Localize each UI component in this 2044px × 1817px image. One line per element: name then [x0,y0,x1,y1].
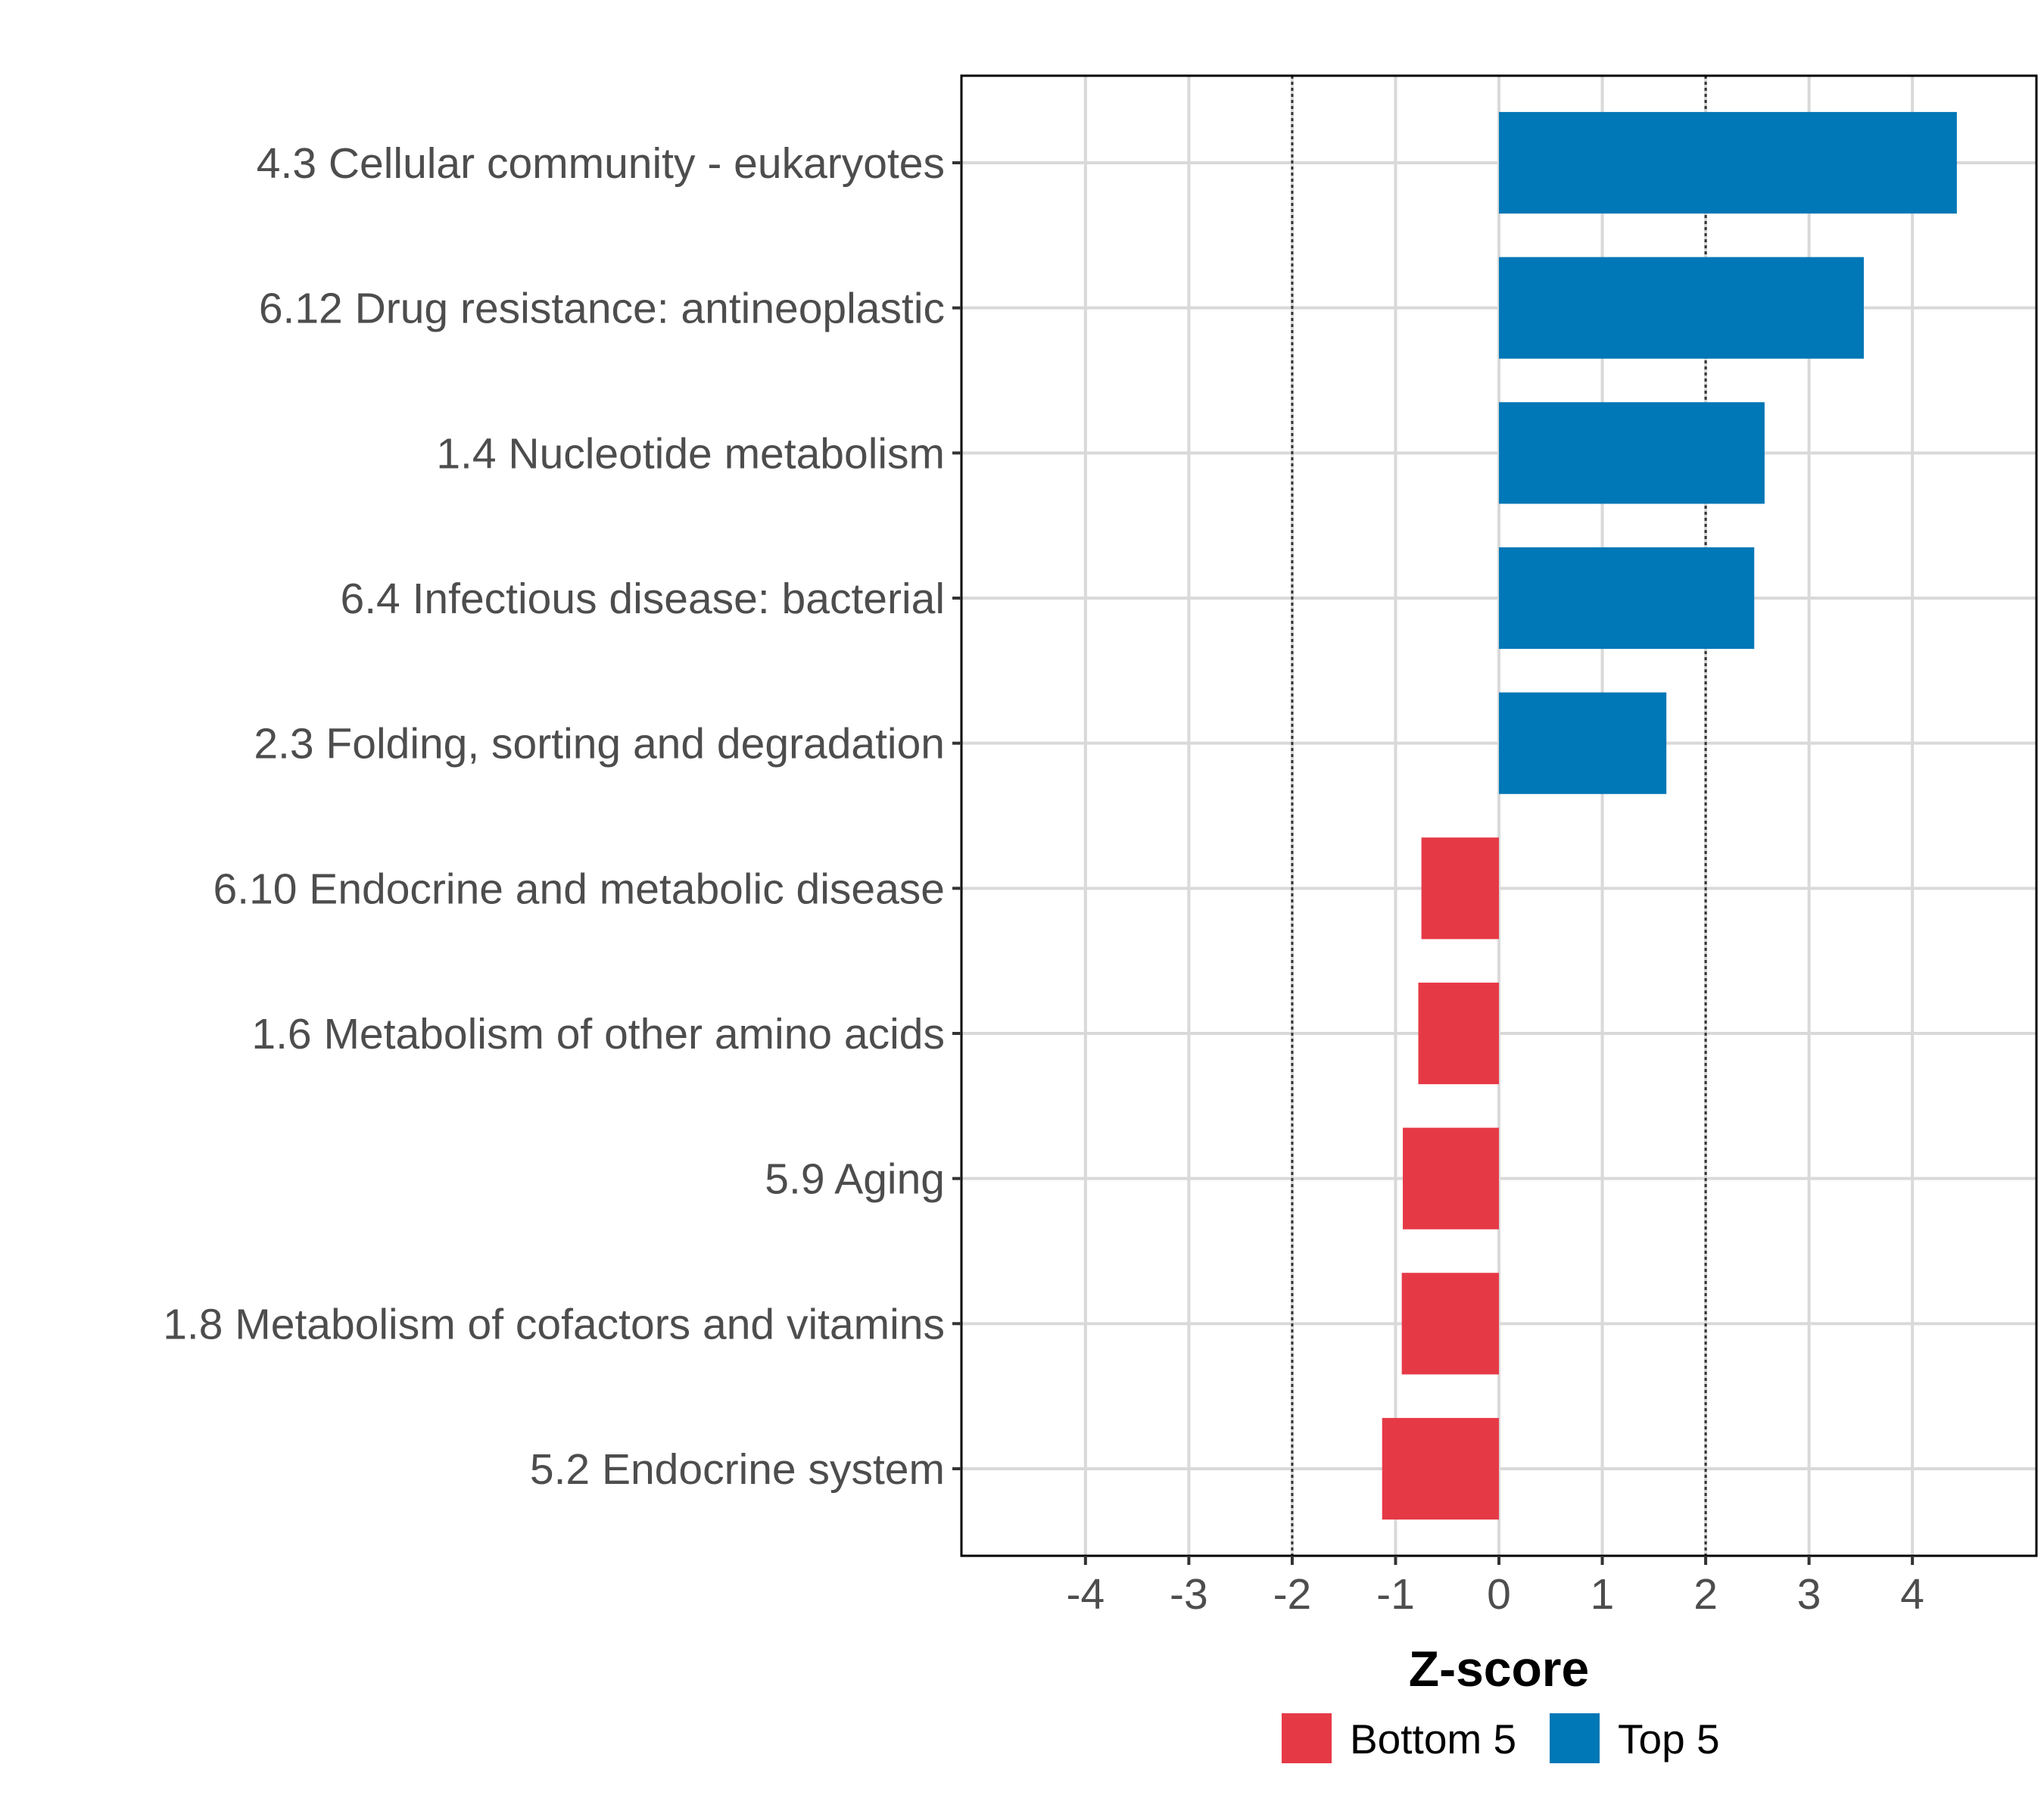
y-axis: 4.3 Cellular community - eukaryotes 6.12 … [163,139,961,1494]
x-tick-label: 3 [1797,1570,1821,1619]
bar [1499,692,1667,794]
x-tick-label: -4 [1067,1570,1105,1619]
y-tick-label: 6.4 Infectious disease: bacterial [341,575,945,623]
legend-label: Bottom 5 [1350,1716,1516,1762]
legend-label: Top 5 [1618,1716,1720,1762]
bar [1499,257,1864,359]
y-tick-label: 4.3 Cellular community - eukaryotes [257,139,945,188]
bar [1499,402,1765,504]
bar [1403,1127,1499,1230]
bar [1499,547,1755,650]
y-tick-label: 1.4 Nucleotide metabolism [436,429,945,478]
x-axis: -4 -3 -2 -1 0 1 2 3 4 [1067,1556,1924,1619]
x-tick-label: -2 [1273,1570,1312,1619]
legend: Bottom 5 Top 5 [1282,1713,1720,1763]
y-tick-label: 1.6 Metabolism of other amino acids [251,1010,945,1058]
bar [1382,1417,1499,1520]
y-tick-label: 2.3 Folding, sorting and degradation [254,720,945,768]
bar [1418,982,1499,1085]
x-tick-label: -3 [1170,1570,1208,1619]
legend-swatch [1550,1713,1600,1763]
legend-swatch [1282,1713,1332,1763]
y-tick-label: 1.8 Metabolism of cofactors and vitamins [163,1300,945,1348]
bar [1499,111,1957,214]
bar [1421,837,1499,940]
y-tick-label: 6.10 Endocrine and metabolic disease [213,865,945,913]
x-tick-label: 2 [1693,1570,1718,1619]
x-axis-title: Z-score [1409,1641,1589,1697]
y-tick-label: 6.12 Drug resistance: antineoplastic [259,285,945,333]
y-tick-label: 5.9 Aging [765,1155,945,1204]
x-tick-label: 0 [1487,1570,1511,1619]
bars [1382,111,1957,1520]
x-tick-label: 4 [1900,1570,1924,1619]
bar [1401,1273,1499,1375]
y-tick-label: 5.2 Endocrine system [530,1445,945,1494]
reference-lines [1291,76,1707,1556]
x-tick-label: -1 [1376,1570,1415,1619]
x-tick-label: 1 [1591,1570,1615,1619]
